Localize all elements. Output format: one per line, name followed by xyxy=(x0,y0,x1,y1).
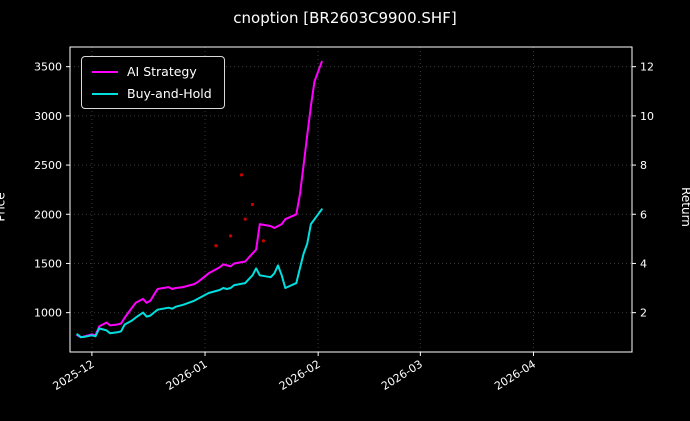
y-tick-label-return: 4 xyxy=(640,257,647,270)
y-tick-label-price: 3000 xyxy=(34,110,62,123)
legend-item-ai-strategy: AI Strategy xyxy=(92,64,212,79)
legend-label-buy-and-hold: Buy-and-Hold xyxy=(127,86,212,101)
signal-marker xyxy=(243,217,247,221)
legend: AI Strategy Buy-and-Hold xyxy=(81,56,225,109)
signal-marker xyxy=(239,173,244,177)
legend-label-ai-strategy: AI Strategy xyxy=(127,64,197,79)
signal-marker xyxy=(228,234,233,238)
y-tick-label-return: 2 xyxy=(640,307,647,320)
buy-and-hold-line-swatch xyxy=(92,92,118,95)
ai-strategy-line-swatch xyxy=(92,70,118,73)
y-tick-label-price: 2500 xyxy=(34,159,62,172)
y-tick-label-price: 1000 xyxy=(34,307,62,320)
signal-marker xyxy=(261,239,266,243)
y-tick-label-price: 2000 xyxy=(34,208,62,221)
y-tick-label-return: 12 xyxy=(640,61,654,74)
x-tick-label: 2026-02 xyxy=(277,358,323,393)
signal-marker xyxy=(214,244,218,248)
buy-and-hold-line xyxy=(76,208,323,339)
y-tick-label-price: 1500 xyxy=(34,257,62,270)
y-tick-label-return: 6 xyxy=(640,208,647,221)
y-axis-label-price: Price xyxy=(0,192,8,222)
signal-marker xyxy=(250,202,255,207)
x-tick-label: 2026-03 xyxy=(379,358,425,393)
x-tick-label: 2026-01 xyxy=(164,358,210,393)
y-axis-label-return: Return xyxy=(679,187,690,227)
legend-item-buy-and-hold: Buy-and-Hold xyxy=(92,86,212,101)
chart-title: cnoption [BR2603C9900.SHF] xyxy=(233,9,457,27)
y-tick-label-return: 8 xyxy=(640,159,647,172)
plot-border xyxy=(69,46,633,353)
ai-strategy-line xyxy=(76,60,323,339)
y-tick-label-price: 3500 xyxy=(34,61,62,74)
x-tick-label: 2025-12 xyxy=(51,358,97,393)
x-tick-label: 2026-04 xyxy=(492,358,538,393)
y-tick-label-return: 10 xyxy=(640,110,654,123)
